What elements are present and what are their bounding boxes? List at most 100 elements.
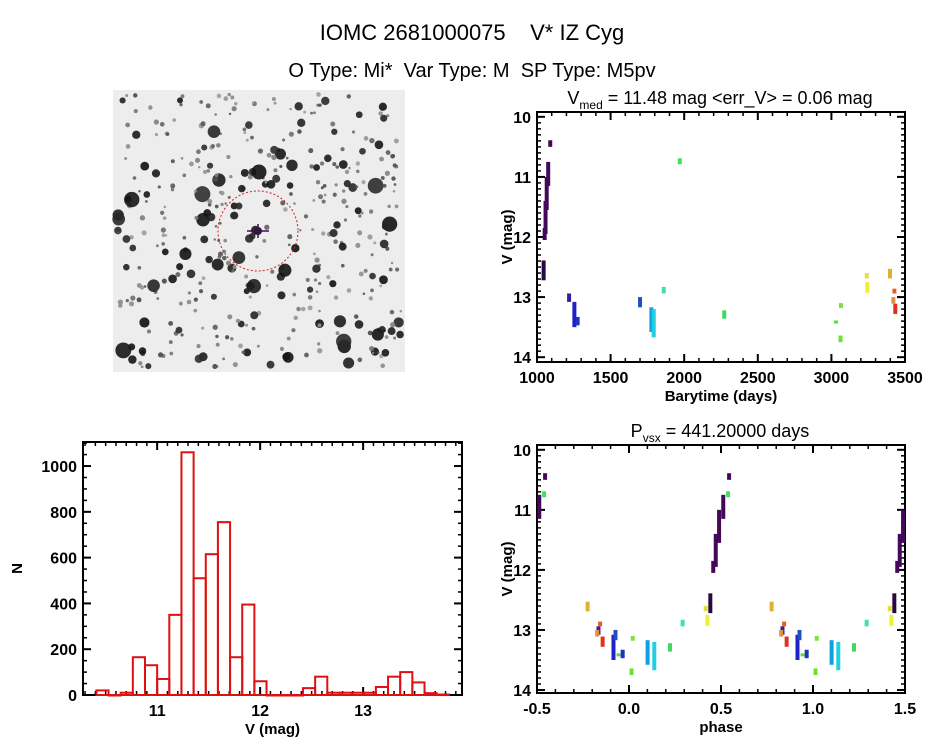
phase-point bbox=[782, 621, 787, 627]
star bbox=[123, 263, 130, 271]
star bbox=[392, 189, 396, 193]
star bbox=[378, 111, 383, 116]
data-point bbox=[567, 293, 572, 302]
y-tick-label: 600 bbox=[50, 551, 77, 568]
star bbox=[207, 125, 221, 138]
star bbox=[230, 211, 239, 220]
title-main: V bbox=[567, 88, 579, 108]
phase-point bbox=[800, 653, 805, 657]
histogram-bar bbox=[95, 689, 110, 697]
star bbox=[210, 293, 217, 300]
plot-frame bbox=[536, 444, 906, 694]
star bbox=[265, 284, 269, 287]
star bbox=[391, 176, 396, 181]
star bbox=[316, 92, 321, 97]
star bbox=[319, 161, 325, 166]
star bbox=[240, 168, 249, 177]
x-tick-label: 13 bbox=[354, 703, 372, 720]
histogram-bar bbox=[411, 681, 426, 696]
star bbox=[313, 278, 318, 282]
histogram-bar bbox=[301, 687, 317, 697]
y-tick-label: 14 bbox=[513, 683, 531, 700]
data-point bbox=[833, 320, 838, 324]
histogram-bar bbox=[204, 553, 219, 697]
star bbox=[362, 292, 366, 296]
star bbox=[317, 342, 321, 346]
star bbox=[390, 322, 396, 328]
histogram-bar bbox=[107, 694, 122, 697]
x-tick-label: 1500 bbox=[593, 370, 629, 387]
star bbox=[251, 164, 267, 180]
title-rest: = 441.20000 days bbox=[661, 421, 810, 441]
star bbox=[271, 154, 277, 160]
star bbox=[317, 348, 323, 354]
star bbox=[186, 269, 196, 279]
star bbox=[378, 326, 386, 334]
star bbox=[125, 144, 131, 149]
star bbox=[399, 309, 403, 313]
target-circle bbox=[217, 190, 299, 272]
star bbox=[359, 147, 366, 155]
star bbox=[164, 234, 168, 237]
star bbox=[175, 272, 181, 278]
star bbox=[154, 133, 159, 137]
star bbox=[382, 183, 387, 188]
star bbox=[201, 276, 206, 281]
star bbox=[329, 229, 338, 238]
star bbox=[205, 255, 213, 264]
star bbox=[214, 113, 217, 116]
star bbox=[145, 200, 148, 203]
y-tick-label: 11 bbox=[514, 170, 531, 187]
x-tick-label: 11 bbox=[149, 703, 166, 720]
title-subscript: med bbox=[579, 98, 602, 112]
star bbox=[212, 324, 218, 330]
star bbox=[280, 200, 286, 206]
y-tick-label: 11 bbox=[514, 503, 531, 520]
star bbox=[125, 298, 129, 303]
star bbox=[270, 145, 279, 154]
phase-point bbox=[668, 643, 673, 652]
star bbox=[331, 128, 338, 135]
star bbox=[133, 108, 138, 114]
phase-point bbox=[611, 634, 616, 660]
histogram-bar bbox=[326, 691, 341, 696]
star bbox=[387, 327, 396, 336]
star bbox=[146, 329, 152, 334]
star bbox=[141, 230, 147, 236]
star bbox=[262, 239, 267, 243]
star bbox=[307, 305, 313, 311]
star bbox=[379, 239, 389, 249]
star bbox=[370, 253, 374, 257]
star bbox=[264, 224, 270, 230]
y-tick-label: 800 bbox=[50, 505, 77, 522]
star bbox=[187, 291, 191, 295]
data-point bbox=[638, 297, 643, 308]
star bbox=[354, 207, 362, 215]
star bbox=[224, 202, 228, 205]
data-point bbox=[865, 282, 870, 293]
y-tick-label: 10 bbox=[513, 443, 531, 460]
star bbox=[124, 156, 128, 160]
histogram-bar bbox=[314, 675, 329, 696]
star bbox=[361, 180, 366, 185]
star bbox=[198, 281, 203, 286]
star bbox=[172, 118, 177, 122]
star bbox=[155, 244, 159, 248]
phase-point bbox=[895, 560, 900, 573]
phase-point bbox=[630, 635, 635, 641]
phase-point bbox=[616, 653, 621, 657]
star bbox=[243, 131, 247, 134]
star bbox=[320, 186, 324, 190]
star bbox=[227, 314, 233, 320]
star bbox=[340, 147, 345, 152]
star bbox=[235, 318, 241, 324]
y-axis-label: V (mag) bbox=[499, 209, 516, 264]
star bbox=[326, 274, 331, 280]
star bbox=[363, 268, 368, 273]
star bbox=[193, 297, 198, 302]
phase-point bbox=[784, 636, 789, 647]
star bbox=[151, 169, 161, 178]
phase-point bbox=[629, 668, 634, 675]
star bbox=[379, 156, 385, 162]
